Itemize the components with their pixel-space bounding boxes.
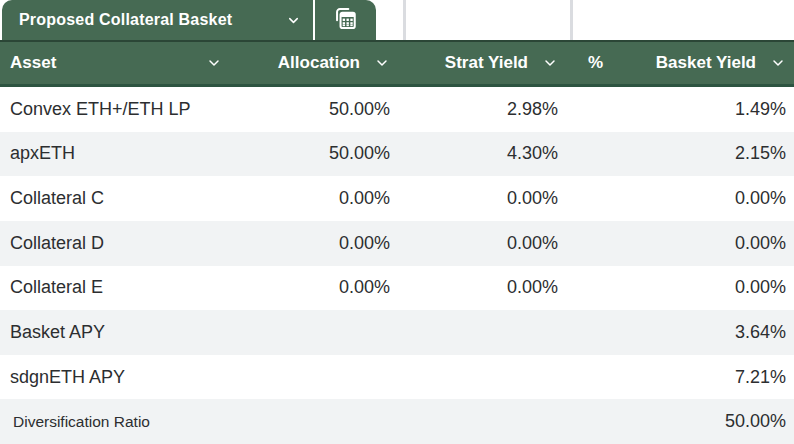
chevron-down-icon[interactable] [374, 55, 390, 71]
allocation-cell: 0.00% [238, 188, 398, 209]
column-header-asset[interactable]: Asset [0, 42, 238, 84]
strat-yield-cell: 0.00% [398, 188, 566, 209]
column-header-allocation[interactable]: Allocation [238, 42, 398, 84]
sheet-tab-bar: Proposed Collateral Basket [0, 0, 794, 40]
asset-cell: Diversification Ratio [0, 413, 238, 431]
chevron-down-icon[interactable] [286, 13, 301, 28]
tab-separator [570, 0, 573, 40]
basket-yield-cell: 3.64% [566, 322, 794, 343]
table-row: apxETH 50.00% 4.30% 2.15% [0, 132, 794, 177]
table-row: Basket APY 3.64% [0, 310, 794, 355]
chevron-down-icon[interactable] [770, 55, 786, 71]
table-body: Convex ETH+/ETH LP 50.00% 2.98% 1.49% ap… [0, 87, 794, 444]
allocation-cell: 50.00% [238, 99, 398, 120]
asset-cell: Collateral C [0, 188, 238, 209]
column-label: Basket Yield [656, 53, 756, 73]
table-row: Diversification Ratio 50.00% [0, 399, 794, 444]
table-header: Asset Allocation Strat Yield % Basket Yi… [0, 40, 794, 87]
basket-yield-cell: 1.49% [566, 99, 794, 120]
basket-yield-cell: 0.00% [566, 188, 794, 209]
column-label: Asset [10, 53, 56, 73]
chevron-down-icon[interactable] [542, 55, 558, 71]
column-label: Strat Yield [445, 53, 528, 73]
table-row: sdgnETH APY 7.21% [0, 355, 794, 400]
asset-cell: Basket APY [0, 322, 238, 343]
table-view-button[interactable] [315, 0, 376, 40]
column-header-percent[interactable]: % [588, 53, 603, 73]
tab-separator [403, 0, 406, 40]
asset-cell: apxETH [0, 143, 238, 164]
column-label: Allocation [278, 53, 360, 73]
basket-yield-cell: 7.21% [566, 367, 794, 388]
table-row: Collateral D 0.00% 0.00% 0.00% [0, 221, 794, 266]
strat-yield-cell: 0.00% [398, 277, 566, 298]
basket-yield-cell: 0.00% [566, 277, 794, 298]
column-header-strat-yield[interactable]: Strat Yield [398, 42, 566, 84]
basket-yield-cell: 0.00% [566, 233, 794, 254]
strat-yield-cell: 0.00% [398, 233, 566, 254]
basket-yield-cell: 2.15% [566, 143, 794, 164]
tab-proposed-collateral-basket[interactable]: Proposed Collateral Basket [2, 0, 376, 40]
table-row: Collateral E 0.00% 0.00% 0.00% [0, 266, 794, 311]
allocation-cell: 50.00% [238, 143, 398, 164]
column-header-basket-yield-group[interactable]: Basket Yield [656, 53, 786, 73]
tab-label: Proposed Collateral Basket [19, 11, 232, 29]
strat-yield-cell: 4.30% [398, 143, 566, 164]
asset-cell: sdgnETH APY [0, 367, 238, 388]
strat-yield-cell: 2.98% [398, 99, 566, 120]
asset-cell: Collateral E [0, 277, 238, 298]
asset-cell: Convex ETH+/ETH LP [0, 99, 238, 120]
allocation-cell: 0.00% [238, 277, 398, 298]
table-view-icon [332, 5, 359, 36]
asset-cell: Collateral D [0, 233, 238, 254]
tab-label-section[interactable]: Proposed Collateral Basket [2, 0, 313, 40]
table-row: Collateral C 0.00% 0.00% 0.00% [0, 176, 794, 221]
allocation-cell: 0.00% [238, 233, 398, 254]
chevron-down-icon[interactable] [206, 55, 222, 71]
table-row: Convex ETH+/ETH LP 50.00% 2.98% 1.49% [0, 87, 794, 132]
basket-yield-cell: 50.00% [566, 411, 794, 432]
column-header-basket-yield: % Basket Yield [566, 42, 794, 84]
